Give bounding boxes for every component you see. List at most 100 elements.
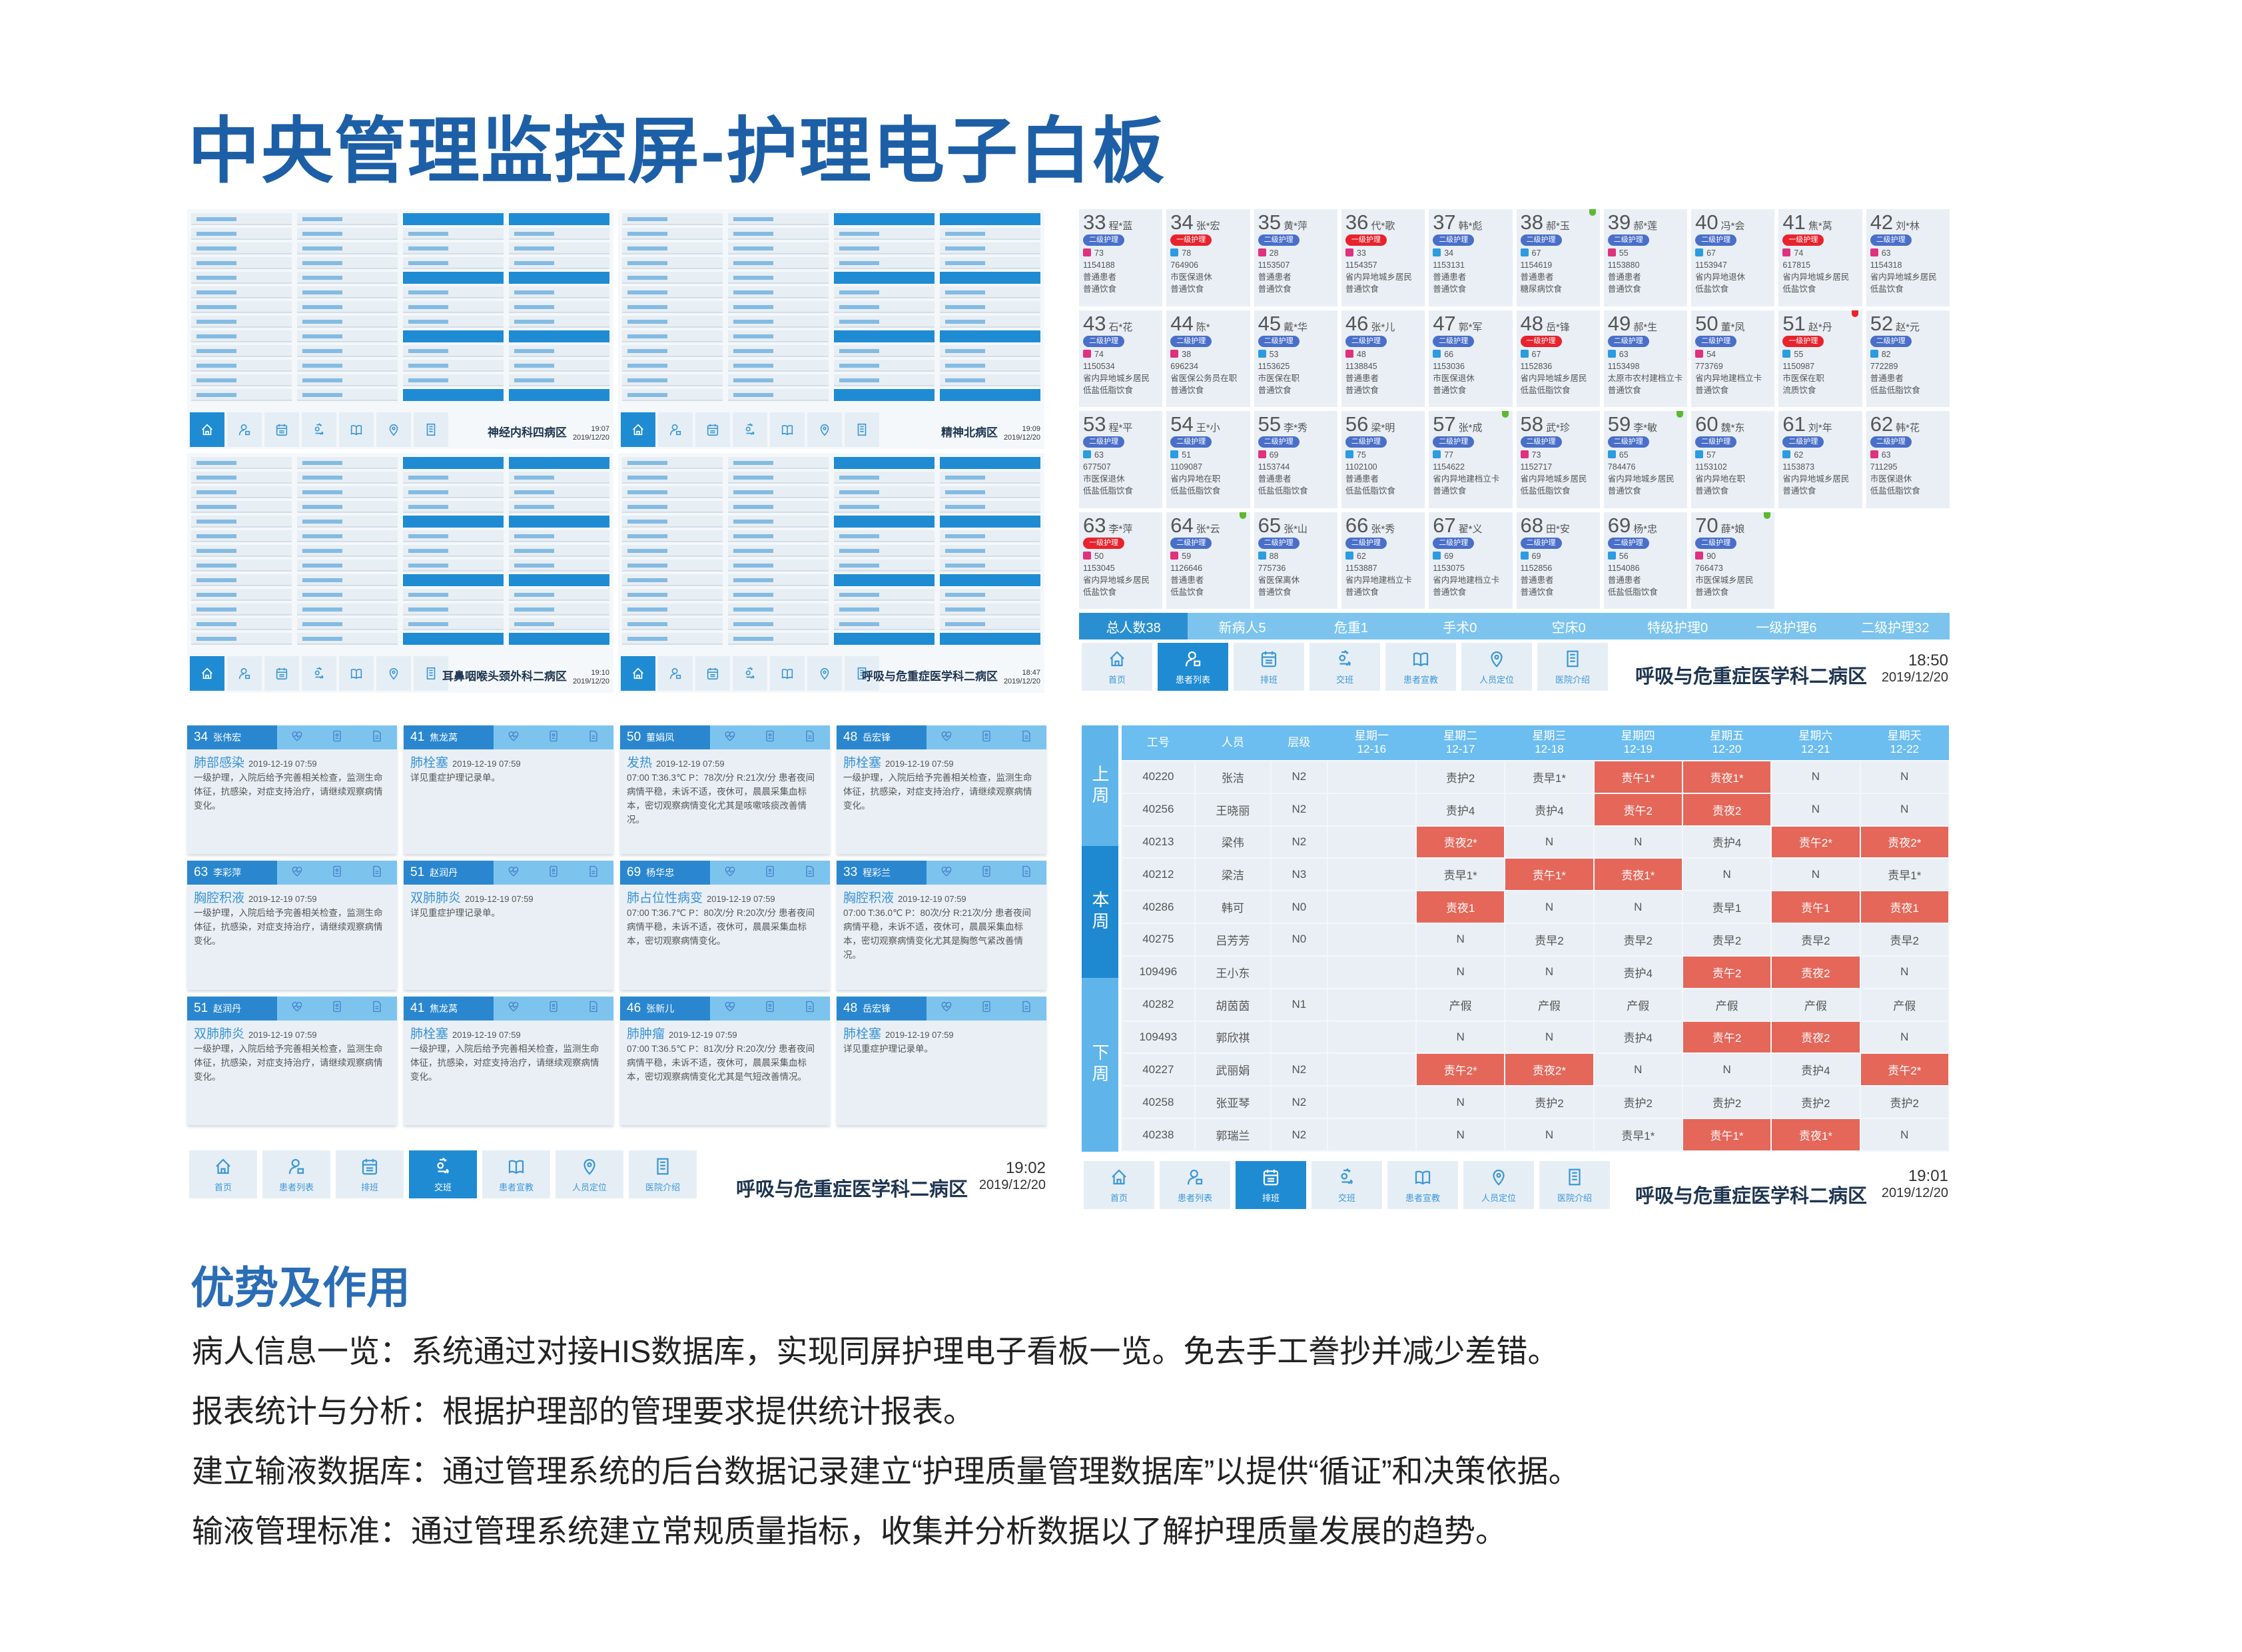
bed-card[interactable]: 64 张*云 二级护理 59 1126646 普通患者 低盐饮食 bbox=[1166, 512, 1250, 609]
bed-card[interactable]: 58 武*珍 二级护理 73 1152717 省内异地城乡居民 低盐低脂饮食 bbox=[1516, 411, 1600, 508]
handover-card[interactable]: 33 程彩兰 胸腔积液 2019-12-19 07:59 07:00 T:36.0℃ P… bbox=[837, 861, 1046, 990]
id-card-button[interactable] bbox=[980, 865, 993, 881]
thumbnail-nav-building[interactable] bbox=[845, 656, 879, 691]
thumbnail-nav-location[interactable] bbox=[376, 656, 411, 691]
id-card-button[interactable] bbox=[330, 865, 344, 881]
nav-building[interactable]: 医院介绍 bbox=[1537, 643, 1608, 691]
shift-cell[interactable] bbox=[1326, 923, 1417, 957]
nav-book[interactable]: 患者宣教 bbox=[1387, 1161, 1458, 1209]
handover-card[interactable]: 48 岳宏锋 肺栓塞 2019-12-19 07:59 详见重症护理记录单。 bbox=[837, 996, 1046, 1125]
shift-cell[interactable]: 责护4 bbox=[1593, 1020, 1683, 1054]
shift-cell[interactable]: 责早1* bbox=[1504, 759, 1595, 794]
thumbnail-nav-book[interactable] bbox=[339, 656, 374, 691]
handover-card[interactable]: 48 岳宏锋 肺栓塞 2019-12-19 07:59 一级护理，入院后给予完善相关检查… bbox=[837, 725, 1046, 855]
thumbnail-nav-location[interactable] bbox=[376, 412, 411, 447]
heart-button[interactable] bbox=[507, 1000, 520, 1017]
heart-button[interactable] bbox=[723, 1000, 737, 1017]
shift-cell[interactable]: 责早1* bbox=[1593, 1118, 1683, 1152]
day-header[interactable]: 星期四 12-19 bbox=[1593, 725, 1682, 761]
thumbnail-nav-calendar[interactable] bbox=[264, 412, 299, 447]
heart-button[interactable] bbox=[290, 729, 304, 746]
nav-user[interactable]: 患者列表 bbox=[1158, 643, 1228, 691]
shift-cell[interactable]: 责早2 bbox=[1770, 923, 1861, 957]
bed-card[interactable]: 34 张*宏 一级护理 78 764906 市医保退休 普通饮食 bbox=[1166, 209, 1250, 306]
stat-item[interactable]: 特级护理0 bbox=[1647, 620, 1708, 635]
shift-cell[interactable]: 责早1 bbox=[1681, 890, 1772, 925]
id-card-button[interactable] bbox=[547, 865, 560, 881]
shift-cell[interactable]: 产假 bbox=[1681, 987, 1772, 1022]
shift-cell[interactable]: 责夜2 bbox=[1681, 792, 1772, 827]
handover-card[interactable]: 50 董娟凤 发热 2019-12-19 07:59 07:00 T:36.3℃ P：7… bbox=[620, 725, 830, 855]
thumbnail-nav-user[interactable] bbox=[227, 656, 262, 691]
handover-card[interactable]: 41 焦龙莴 肺栓塞 2019-12-19 07:59 详见重症护理记录单。 bbox=[404, 725, 613, 855]
document-button[interactable] bbox=[803, 1000, 817, 1017]
nav-calendar[interactable]: 排班 bbox=[1234, 643, 1304, 691]
id-card-button[interactable] bbox=[763, 865, 777, 881]
shift-cell[interactable]: 责夜2* bbox=[1415, 825, 1506, 859]
shift-cell[interactable] bbox=[1326, 1085, 1417, 1120]
shift-cell[interactable]: 责护4 bbox=[1681, 825, 1772, 859]
bed-card[interactable]: 45 戴*华 二级护理 53 1153625 市医保在职 普通饮食 bbox=[1254, 310, 1337, 407]
stat-item[interactable]: 新病人5 bbox=[1218, 620, 1266, 635]
shift-cell[interactable]: 责护4 bbox=[1770, 1052, 1861, 1087]
thumbnail-nav-book[interactable] bbox=[339, 412, 374, 447]
shift-cell[interactable]: N bbox=[1859, 792, 1950, 827]
document-button[interactable] bbox=[587, 1000, 600, 1017]
day-header[interactable]: 星期一 12-16 bbox=[1327, 725, 1416, 761]
shift-cell[interactable]: N bbox=[1770, 792, 1861, 827]
bed-card[interactable]: 69 杨*忠 二级护理 56 1154086 普通患者 低盐低脂饮食 bbox=[1603, 512, 1688, 609]
thumbnail-nav-exchange[interactable] bbox=[733, 412, 767, 447]
shift-cell[interactable] bbox=[1326, 1118, 1417, 1152]
shift-cell[interactable] bbox=[1326, 987, 1417, 1022]
bed-card[interactable]: 53 程*平 二级护理 63 677507 市医保退休 低盐低脂饮食 bbox=[1079, 411, 1163, 508]
id-card-button[interactable] bbox=[763, 729, 777, 746]
bed-card[interactable]: 42 刘*林 二级护理 63 1154318 省内异地城乡居民 低盐饮食 bbox=[1866, 209, 1950, 306]
handover-card[interactable]: 51 赵润丹 双肺肺炎 2019-12-19 07:59 详见重症护理记录单。 bbox=[404, 861, 613, 990]
thumbnail-nav-building[interactable] bbox=[845, 412, 879, 447]
nav-exchange[interactable]: 交班 bbox=[1309, 643, 1380, 691]
bed-card[interactable]: 62 韩*花 二级护理 63 711295 市医保退休 低盐低脂饮食 bbox=[1866, 411, 1950, 508]
stat-item[interactable]: 空床0 bbox=[1551, 620, 1586, 635]
shift-cell[interactable]: 责午2* bbox=[1415, 1052, 1506, 1087]
shift-cell[interactable]: 责早2 bbox=[1681, 923, 1772, 957]
thumbnail-nav-exchange[interactable] bbox=[302, 656, 336, 691]
heart-button[interactable] bbox=[507, 729, 520, 746]
document-button[interactable] bbox=[1020, 865, 1033, 881]
thumbnail-nav-home[interactable] bbox=[621, 656, 655, 691]
shift-cell[interactable] bbox=[1326, 825, 1417, 859]
bed-card[interactable]: 44 陈* 二级护理 38 696234 省医保公务员在职 普通饮食 bbox=[1166, 310, 1250, 407]
handover-card[interactable]: 69 杨华忠 肺占位性病变 2019-12-19 07:59 07:00 T:36.7℃… bbox=[620, 861, 830, 990]
shift-cell[interactable]: N bbox=[1770, 857, 1861, 892]
bed-card[interactable]: 39 郝*莲 二级护理 55 1153880 普通患者 普通饮食 bbox=[1603, 209, 1688, 306]
thumbnail-nav-calendar[interactable] bbox=[264, 656, 299, 691]
bed-card[interactable]: 66 张*秀 二级护理 62 1153887 省内异地建档立卡 普通饮食 bbox=[1341, 512, 1425, 609]
shift-cell[interactable]: 责早2 bbox=[1593, 923, 1683, 957]
id-card-button[interactable] bbox=[547, 1000, 560, 1017]
nav-location[interactable]: 人员定位 bbox=[1461, 643, 1532, 691]
shift-cell[interactable]: 责午2 bbox=[1681, 1020, 1772, 1054]
bed-card[interactable]: 55 李*秀 二级护理 69 1153744 普通患者 低盐低脂饮食 bbox=[1254, 411, 1337, 508]
shift-cell[interactable]: N bbox=[1681, 1052, 1772, 1087]
shift-cell[interactable]: 责夜1* bbox=[1681, 759, 1772, 794]
bed-card[interactable]: 68 田*安 二级护理 69 1152856 普通患者 普通饮食 bbox=[1516, 512, 1600, 609]
day-header[interactable]: 星期天 12-22 bbox=[1860, 725, 1949, 761]
shift-cell[interactable]: 责夜1 bbox=[1859, 890, 1950, 925]
shift-cell[interactable]: N bbox=[1859, 759, 1950, 794]
shift-cell[interactable]: N bbox=[1859, 955, 1950, 989]
bed-card[interactable]: 54 王*小 二级护理 51 1109087 省内异地在职 低盐低脂饮食 bbox=[1166, 411, 1250, 508]
document-button[interactable] bbox=[587, 865, 600, 881]
shift-cell[interactable]: 责早1* bbox=[1859, 857, 1950, 892]
shift-cell[interactable]: 责护2 bbox=[1415, 759, 1506, 794]
thumbnail-nav-location[interactable] bbox=[807, 656, 842, 691]
document-button[interactable] bbox=[803, 865, 817, 881]
shift-cell[interactable]: 产假 bbox=[1593, 987, 1683, 1022]
shift-cell[interactable]: 责护2 bbox=[1859, 1085, 1950, 1120]
shift-cell[interactable]: N bbox=[1504, 1020, 1595, 1054]
shift-cell[interactable]: N bbox=[1859, 1118, 1950, 1152]
shift-cell[interactable]: 责午1 bbox=[1770, 890, 1861, 925]
shift-cell[interactable]: 责午2* bbox=[1859, 1052, 1950, 1087]
thumbnail-nav-exchange[interactable] bbox=[733, 656, 767, 691]
shift-cell[interactable]: N bbox=[1415, 1085, 1506, 1120]
document-button[interactable] bbox=[587, 729, 600, 746]
ward-screen-thumbnail[interactable]: 精神北病区 19:09 2019/12/20 bbox=[618, 209, 1044, 449]
